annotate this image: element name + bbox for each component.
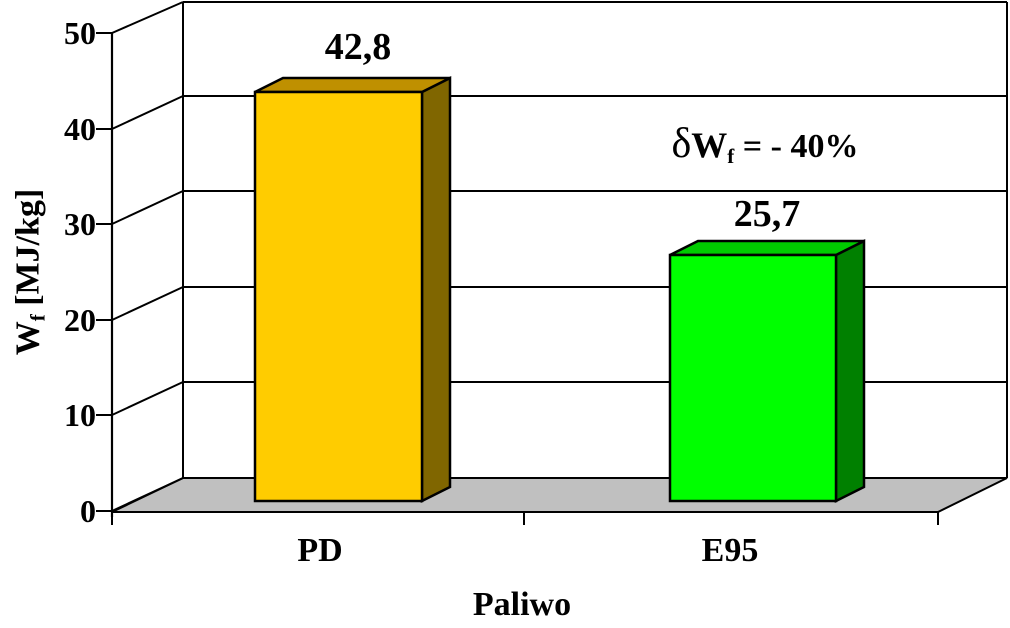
x-axis-title: Paliwo (472, 586, 572, 623)
bar-e95-side-face (834, 238, 866, 504)
y-axis-title: Wf [MJ/kg] (9, 188, 50, 356)
x-ticks (111, 512, 939, 525)
annotation-w: W (691, 125, 728, 165)
annotation-value: = - 40% (734, 128, 859, 165)
value-label-pd: 42,8 (324, 26, 392, 68)
bar-pd (253, 75, 452, 504)
depth-line-10 (111, 381, 184, 416)
y-title-symbol: W (9, 321, 47, 356)
category-label-e95: E95 (701, 532, 759, 569)
annotation-subscript: f (727, 144, 735, 168)
ytick-label-30: 30 (64, 206, 96, 242)
depth-line-20 (111, 286, 184, 321)
y-title-subscript: f (25, 314, 50, 322)
bar-e95 (668, 238, 866, 504)
delta-symbol: δ (671, 121, 692, 167)
depth-line-0 (111, 477, 184, 512)
depth-line-30 (111, 190, 184, 225)
ytick-label-40: 40 (64, 111, 96, 147)
depth-line-50 (111, 1, 184, 34)
y-ticks (96, 1, 184, 512)
category-label-pd: PD (297, 532, 343, 569)
ytick-label-20: 20 (64, 302, 96, 338)
bar-pd-front-face (253, 90, 424, 503)
y-title-unit: [MJ/kg] (9, 188, 47, 315)
bar-pd-side-face (420, 75, 452, 504)
bar-e95-front-face (668, 253, 838, 503)
value-label-e95: 25,7 (733, 193, 801, 235)
bar-e95-top-face (669, 239, 865, 257)
wall-edges (182, 2, 1008, 478)
ytick-label-0: 0 (80, 493, 96, 529)
ytick-label-50: 50 (64, 15, 96, 51)
chart-floor (111, 477, 1008, 513)
ytick-label-10: 10 (64, 397, 96, 433)
depth-line-40 (111, 95, 184, 130)
bar-pd-top-face (254, 76, 451, 94)
annotation-delta-wf: δWf = - 40% (672, 123, 859, 167)
